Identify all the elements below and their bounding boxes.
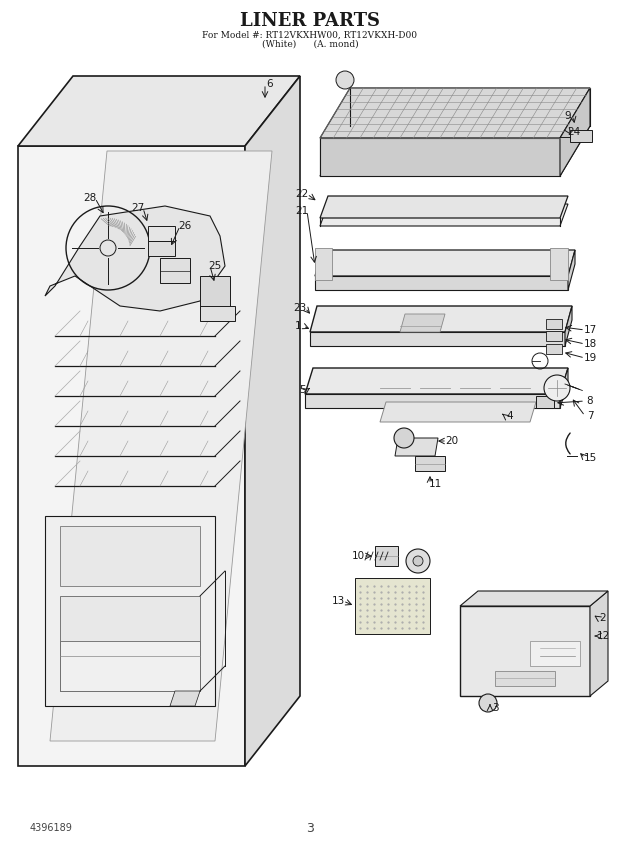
Polygon shape xyxy=(60,596,200,691)
Text: 3: 3 xyxy=(492,703,498,713)
Circle shape xyxy=(336,71,354,89)
Polygon shape xyxy=(590,591,608,696)
Polygon shape xyxy=(45,206,225,311)
Polygon shape xyxy=(315,250,575,276)
Circle shape xyxy=(406,549,430,573)
Polygon shape xyxy=(320,196,568,218)
Polygon shape xyxy=(320,138,560,176)
Polygon shape xyxy=(395,438,438,456)
Polygon shape xyxy=(18,146,245,766)
Polygon shape xyxy=(460,606,590,696)
Text: 5: 5 xyxy=(299,385,305,395)
Polygon shape xyxy=(200,306,235,321)
Circle shape xyxy=(413,556,423,566)
Polygon shape xyxy=(170,691,200,706)
Text: For Model #: RT12VKXHW00, RT12VKXH-D00: For Model #: RT12VKXHW00, RT12VKXH-D00 xyxy=(203,31,417,39)
Text: 15: 15 xyxy=(583,453,596,463)
Polygon shape xyxy=(530,641,580,666)
Text: 6: 6 xyxy=(267,79,273,89)
Polygon shape xyxy=(546,331,562,341)
Text: 7: 7 xyxy=(587,411,593,421)
Polygon shape xyxy=(568,250,575,290)
Polygon shape xyxy=(148,241,175,256)
Text: LINER PARTS: LINER PARTS xyxy=(240,12,380,30)
Text: 20: 20 xyxy=(445,436,459,446)
Text: 2: 2 xyxy=(600,613,606,623)
Polygon shape xyxy=(310,332,565,346)
Polygon shape xyxy=(305,394,560,408)
Text: 3: 3 xyxy=(306,822,314,835)
Text: 22: 22 xyxy=(295,189,309,199)
Polygon shape xyxy=(315,276,568,290)
Text: 9: 9 xyxy=(565,111,571,121)
Polygon shape xyxy=(310,306,572,332)
Polygon shape xyxy=(18,76,300,146)
Text: 23: 23 xyxy=(293,303,307,313)
Polygon shape xyxy=(460,591,608,606)
Polygon shape xyxy=(546,344,562,354)
Circle shape xyxy=(394,428,414,448)
Polygon shape xyxy=(355,578,430,634)
Text: 19: 19 xyxy=(583,353,596,363)
Polygon shape xyxy=(45,516,215,706)
Polygon shape xyxy=(495,671,555,686)
Polygon shape xyxy=(320,204,568,226)
Polygon shape xyxy=(315,248,332,280)
Polygon shape xyxy=(305,368,568,394)
Polygon shape xyxy=(160,258,190,283)
Text: 17: 17 xyxy=(583,325,596,335)
Polygon shape xyxy=(560,88,590,176)
Text: 8: 8 xyxy=(587,396,593,406)
Text: 1: 1 xyxy=(294,321,301,331)
Polygon shape xyxy=(60,641,200,691)
Polygon shape xyxy=(60,526,200,586)
Polygon shape xyxy=(415,456,445,471)
Text: 10: 10 xyxy=(352,551,365,561)
Polygon shape xyxy=(565,306,572,346)
Text: 11: 11 xyxy=(428,479,441,489)
Polygon shape xyxy=(320,126,590,176)
Text: (White)      (A. mond): (White) (A. mond) xyxy=(262,39,358,49)
Circle shape xyxy=(479,694,497,712)
Polygon shape xyxy=(148,226,175,241)
Text: 12: 12 xyxy=(596,631,609,641)
Text: 27: 27 xyxy=(131,203,144,213)
Text: 25: 25 xyxy=(208,261,221,271)
Text: 21: 21 xyxy=(295,206,309,216)
Polygon shape xyxy=(536,396,554,408)
Polygon shape xyxy=(380,402,536,422)
Polygon shape xyxy=(245,76,300,766)
Polygon shape xyxy=(550,248,568,280)
Polygon shape xyxy=(375,546,398,566)
Text: 24: 24 xyxy=(567,127,580,137)
Polygon shape xyxy=(560,368,568,408)
Circle shape xyxy=(544,375,570,401)
Text: 4: 4 xyxy=(507,411,513,421)
Text: 4396189: 4396189 xyxy=(30,823,73,833)
Polygon shape xyxy=(546,319,562,329)
Polygon shape xyxy=(320,88,590,138)
Polygon shape xyxy=(50,151,272,741)
Polygon shape xyxy=(570,130,592,142)
Text: 28: 28 xyxy=(83,193,97,203)
Polygon shape xyxy=(200,276,230,308)
Text: 18: 18 xyxy=(583,339,596,349)
Text: 13: 13 xyxy=(331,596,345,606)
Polygon shape xyxy=(400,314,445,332)
Text: 26: 26 xyxy=(179,221,192,231)
